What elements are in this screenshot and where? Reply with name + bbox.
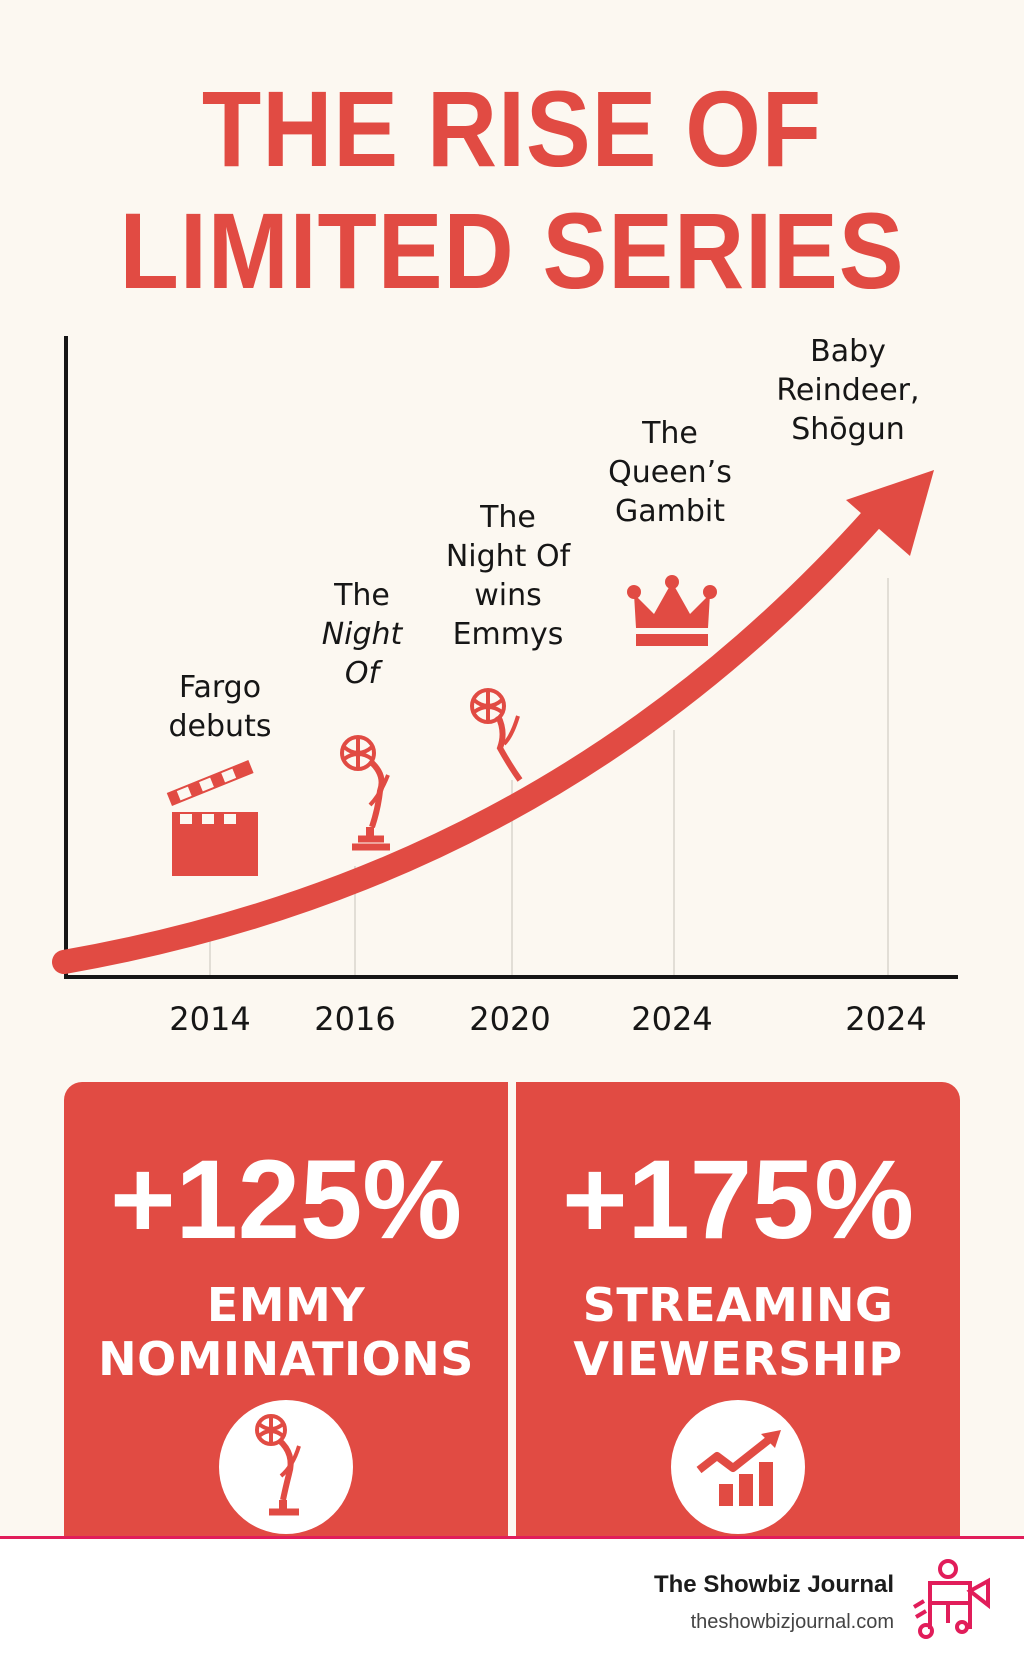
- year-label-2020: 2020: [469, 1000, 551, 1038]
- stat-value: +125%: [110, 1137, 462, 1262]
- showbiz-logo-icon: [912, 1559, 990, 1639]
- footer: The Showbiz Journal theshowbizjournal.co…: [0, 1536, 1024, 1669]
- milestone-label-baby-reindeer-shogun: Baby Reindeer, Shōgun: [776, 334, 920, 447]
- clapperboard-icon: [166, 760, 258, 876]
- milestone-label-queens-gambit: The Queen’s Gambit: [608, 416, 732, 529]
- growth-chart-icon: [696, 1430, 781, 1506]
- milestone-label-fargo: Fargo debuts: [168, 670, 272, 744]
- brand-url[interactable]: theshowbizjournal.com: [690, 1611, 894, 1633]
- timeline-chart: [52, 336, 958, 979]
- milestone-label-night-of-emmys: The Night Of wins Emmys: [445, 500, 571, 652]
- stat-panel-streaming: +175% STREAMING VIEWERSHIP: [516, 1082, 960, 1540]
- year-label-2014: 2014: [169, 1000, 251, 1038]
- emmy-statuette-icon: [255, 1414, 301, 1516]
- growth-arrow-head: [846, 470, 934, 556]
- stat-icon-circle: [671, 1400, 805, 1534]
- stat-panel-emmy: +125% EMMY NOMINATIONS: [64, 1082, 508, 1540]
- title-line-1: THE RISE OF: [201, 68, 823, 189]
- stat-icon-circle: [219, 1400, 353, 1534]
- year-label-2024: 2024: [631, 1000, 713, 1038]
- emmy-statuette-icon: [340, 735, 390, 851]
- page-title: THE RISE OF LIMITED SERIES: [51, 68, 973, 312]
- milestone-label-night-of: The Night Of: [321, 578, 403, 691]
- crown-icon: [627, 575, 717, 646]
- stat-label: EMMY NOMINATIONS: [98, 1278, 474, 1386]
- year-label-2024-b: 2024: [845, 1000, 927, 1038]
- brand-name: The Showbiz Journal: [653, 1571, 894, 1598]
- stat-label: STREAMING VIEWERSHIP: [573, 1278, 903, 1386]
- emmy-statuette-icon: [470, 688, 523, 782]
- stat-value: +175%: [562, 1137, 914, 1262]
- year-label-2016: 2016: [314, 1000, 396, 1038]
- title-line-2: LIMITED SERIES: [119, 190, 905, 311]
- growth-arrow-shaft: [52, 500, 890, 974]
- panel-divider: [508, 1082, 516, 1540]
